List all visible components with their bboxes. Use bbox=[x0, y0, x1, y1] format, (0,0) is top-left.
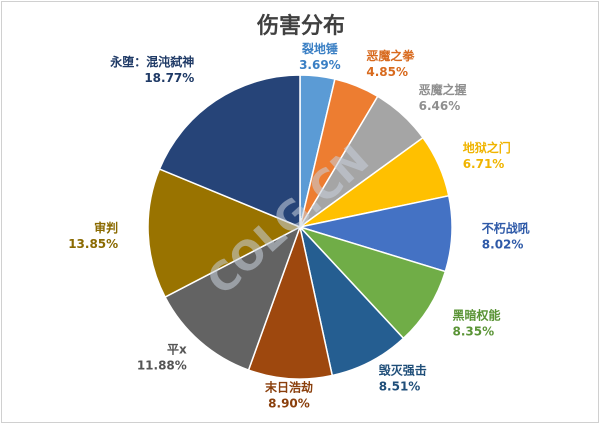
pie-slice bbox=[164, 225, 302, 371]
slice-percent-label: 6.46% bbox=[419, 99, 461, 113]
slice-label: 恶魔之拳 bbox=[366, 48, 415, 63]
pie-slice bbox=[247, 224, 334, 380]
pie-slice bbox=[147, 168, 302, 299]
slice-label: 不朽战吼 bbox=[482, 220, 530, 235]
slice-label: 毁灭强击 bbox=[379, 363, 427, 378]
pie-slices bbox=[147, 74, 453, 380]
slice-label: 黑暗权能 bbox=[453, 308, 501, 323]
chart-title: 伤害分布 bbox=[256, 13, 345, 39]
slice-percent-label: 13.85% bbox=[68, 237, 118, 251]
slice-label: 裂地锤 bbox=[301, 41, 338, 56]
slice-percent-label: 3.69% bbox=[299, 58, 341, 72]
slice-percent-label: 8.90% bbox=[268, 397, 310, 411]
slice-percent-label: 8.51% bbox=[379, 380, 421, 394]
slice-percent-label: 8.02% bbox=[482, 237, 524, 251]
slice-labels: 裂地锤 3.69% 恶魔之拳 4.85% 恶魔之握 6.46% 地狱之门 6.71% 不朽战吼 8… bbox=[68, 41, 530, 410]
slice-label: 永堕：混沌弑神 bbox=[109, 54, 194, 69]
slice-percent-label: 11.88% bbox=[137, 359, 187, 373]
slice-percent-label: 18.77% bbox=[144, 71, 194, 85]
slice-label: 审判 bbox=[94, 220, 118, 235]
slice-label: 恶魔之握 bbox=[419, 82, 467, 97]
slice-label: 平x bbox=[167, 343, 187, 357]
slice-percent-label: 4.85% bbox=[366, 65, 408, 79]
slice-percent-label: 6.71% bbox=[463, 157, 505, 171]
slice-label: 地狱之门 bbox=[463, 140, 511, 155]
pie-slice bbox=[158, 74, 301, 229]
slice-percent-label: 8.35% bbox=[453, 325, 495, 339]
slice-label: 末日浩劫 bbox=[265, 380, 313, 395]
